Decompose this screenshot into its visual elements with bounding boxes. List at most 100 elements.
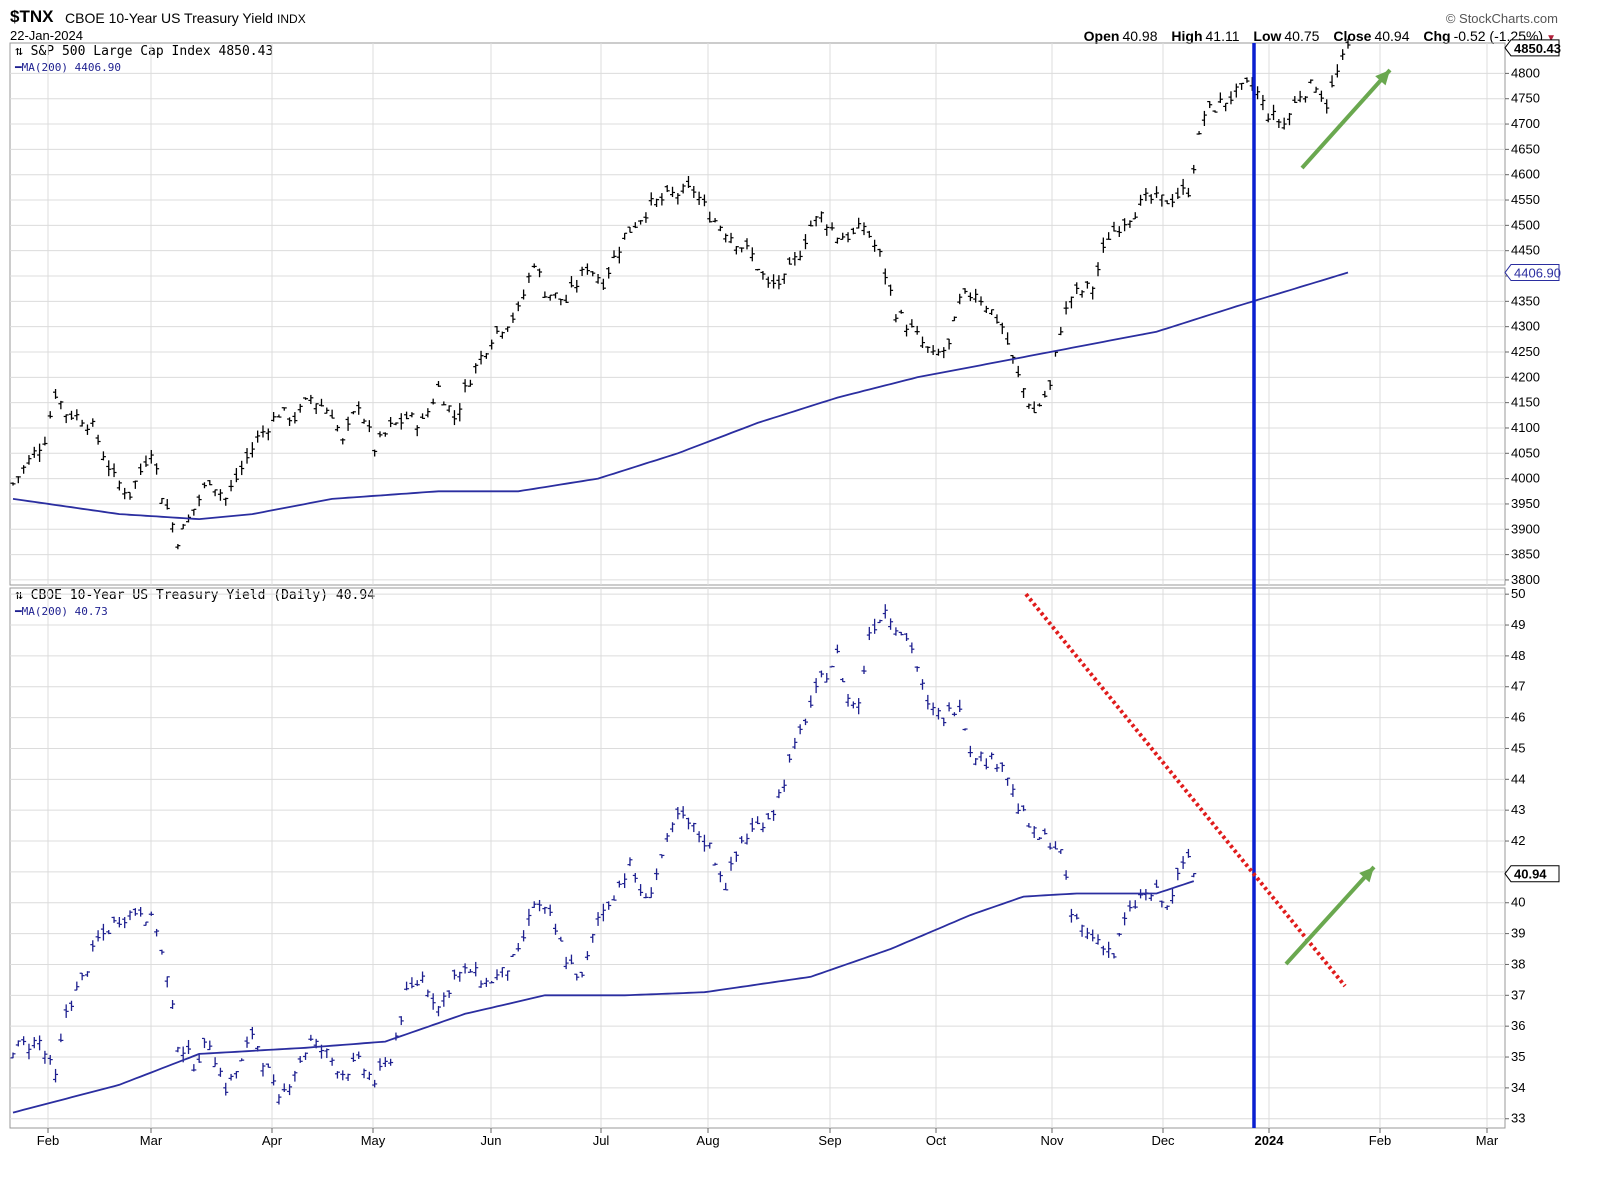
ohlc-bar xyxy=(1308,79,1314,84)
ohlc-bar xyxy=(1169,193,1175,208)
ohlc-bar xyxy=(1122,218,1128,232)
ohlc-bar xyxy=(1169,888,1175,904)
ohlc-bar xyxy=(15,1040,21,1047)
ohlc-bar xyxy=(744,833,750,845)
ohlc-bar xyxy=(451,969,457,980)
ohlc-bar xyxy=(361,1068,367,1079)
panel-frame xyxy=(9,587,1506,1129)
ohlc-bar xyxy=(973,758,979,766)
ohlc-bar xyxy=(292,412,298,424)
ohlc-bar xyxy=(563,294,569,303)
ohlc-bar xyxy=(951,316,957,322)
ohlc-bar xyxy=(196,1054,202,1063)
ohlc-bar xyxy=(467,969,473,973)
sp500-panel: 3800 3850 3900 3950 4000 4050 4100 4150 4200 4250… xyxy=(9,38,1561,587)
ohlc-bar xyxy=(632,872,638,883)
ohlc-bar xyxy=(276,1094,282,1105)
ohlc-bar xyxy=(90,940,96,952)
ohlc-bar xyxy=(574,279,580,293)
ohlc-bar xyxy=(904,324,910,337)
ohlc-bar xyxy=(84,424,90,435)
ohlc-bar xyxy=(755,816,761,825)
ohlc-bar xyxy=(313,403,319,415)
ohlc-bar xyxy=(691,185,697,198)
ohlc-bar xyxy=(898,631,904,636)
ohlc-bar xyxy=(382,1057,388,1067)
ohlc-bar xyxy=(505,326,511,332)
ohlc-bar xyxy=(1132,900,1138,909)
ohlc-bar xyxy=(994,314,1000,324)
ohlc-bar xyxy=(526,908,532,926)
ohlc-bar xyxy=(260,1062,266,1077)
last-value-text: 4850.43 xyxy=(1514,41,1561,56)
ohlc-bar xyxy=(398,1016,404,1026)
ohlc-bar xyxy=(430,398,436,405)
ohlc-bar xyxy=(478,350,484,365)
ohlc-bar xyxy=(164,976,170,988)
ohlc-bar xyxy=(287,1084,293,1096)
ohlc-bar xyxy=(324,1048,330,1059)
ohlc-bar xyxy=(1313,86,1319,93)
ohlc-bar xyxy=(15,476,21,484)
ohlc-bar xyxy=(175,544,181,550)
ohlc-bar xyxy=(122,487,128,500)
ohlc-bar xyxy=(579,266,585,277)
ohlc-bar xyxy=(265,1063,271,1068)
ohlc-bar xyxy=(723,882,729,891)
ohlc-bar xyxy=(148,449,154,464)
ohlc-bar xyxy=(127,910,133,921)
ohlc-bar xyxy=(989,309,995,315)
ohlc-bar xyxy=(925,694,931,710)
ohlc-bar xyxy=(1058,849,1064,854)
ohlc-bar xyxy=(946,702,952,712)
ohlc-bar xyxy=(1106,941,1112,958)
ohlc-bar xyxy=(42,1050,48,1064)
ohlc-bar xyxy=(132,480,138,489)
ohlc-bar xyxy=(701,194,707,207)
ohlc-bar xyxy=(1074,913,1080,920)
ohlc-bar xyxy=(834,644,840,654)
time-axis: Feb Mar Apr May Jun Jul Aug Sep Oct Nov Dec 2024 Feb… xyxy=(37,1128,1499,1148)
y-tick-label: 50 xyxy=(1511,586,1525,601)
ohlc-bar xyxy=(143,921,149,926)
ohlc-bar xyxy=(563,956,569,970)
last-value-tag: 4850.43 xyxy=(1504,39,1561,57)
ohlc-bar xyxy=(1196,131,1202,135)
ohlc-bar xyxy=(1180,856,1186,869)
ohlc-bar xyxy=(654,198,660,208)
y-tick-label: 37 xyxy=(1511,987,1525,1002)
y-tick-label: 39 xyxy=(1511,926,1525,941)
ohlc-bar xyxy=(595,274,601,284)
ohlc-bar xyxy=(802,234,808,250)
ohlc-bar xyxy=(233,1070,239,1079)
ohlc-bar xyxy=(1185,187,1191,198)
ohlc-bar xyxy=(21,465,27,474)
ohlc-bar xyxy=(31,1037,37,1049)
ohlc-bar xyxy=(1031,401,1037,414)
ohlc-bar xyxy=(675,807,681,820)
ohlc-bar xyxy=(521,289,527,300)
ohlc-bar xyxy=(116,916,122,928)
y-tick-label: 4500 xyxy=(1511,217,1540,232)
ohlc-bar xyxy=(1233,83,1239,98)
ohlc-bar xyxy=(568,954,574,965)
ma-value-tag: 4406.90 xyxy=(1504,264,1561,282)
ohlc-bar xyxy=(1244,77,1250,83)
ohlc-bar xyxy=(606,267,612,279)
ohlc-bar xyxy=(244,448,250,464)
x-tick-label: Jun xyxy=(481,1133,502,1148)
ohlc-bar xyxy=(191,508,197,516)
ohlc-bar xyxy=(638,220,644,225)
ohlc-bar xyxy=(872,618,878,634)
ohlc-bar xyxy=(957,699,963,713)
ohlc-bar xyxy=(467,379,473,387)
panel-frame xyxy=(9,42,1506,586)
ohlc-bar xyxy=(1095,262,1101,277)
ohlc-bar xyxy=(856,217,862,229)
ohlc-bar xyxy=(707,211,713,223)
ohlc-bar xyxy=(813,216,819,227)
ohlc-bar xyxy=(648,887,654,899)
ohlc-bar xyxy=(914,666,920,672)
ohlc-bar xyxy=(1292,96,1298,104)
